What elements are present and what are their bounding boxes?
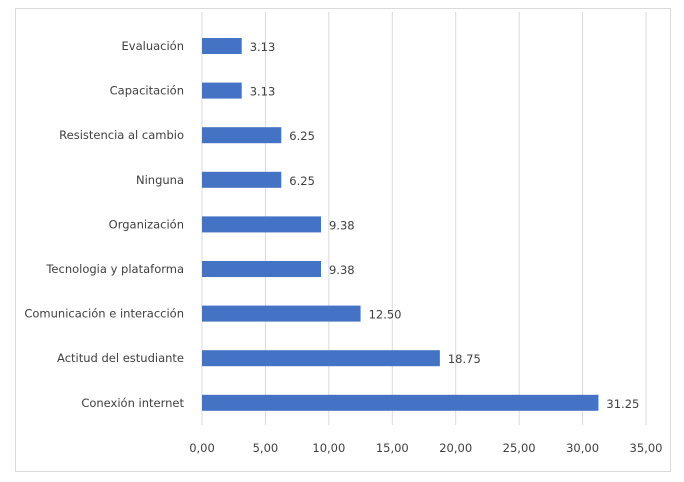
chart-frame [15,8,671,472]
x-tick-label: 10,00 [312,441,345,455]
category-label: Resistencia al cambio [59,128,184,142]
x-tick-label: 15,00 [376,441,409,455]
bar [202,305,361,322]
category-label: Conexión internet [81,396,184,410]
data-label: 9.38 [329,263,355,277]
data-label: 31.25 [606,397,639,411]
x-tick-label: 0,00 [189,441,215,455]
category-label: Capacitación [110,84,184,98]
category-label: Organización [109,217,184,231]
bar [202,350,440,367]
bar [202,216,321,233]
x-tick-label: 20,00 [439,441,472,455]
data-label: 6.25 [289,129,315,143]
category-label: Tecnologia y plataforma [45,262,184,276]
bar [202,38,242,54]
data-label: 3.13 [250,85,276,99]
bar [202,261,321,277]
x-tick-label: 30,00 [566,441,599,455]
x-tick-label: 35,00 [630,441,663,455]
category-label: Comunicación e interacción [24,307,184,321]
data-label: 3.13 [250,40,276,54]
category-label: Actitud del estudiante [57,351,184,365]
data-label: 18.75 [448,352,481,366]
data-label: 9.38 [329,218,355,232]
category-label: Ninguna [136,173,184,187]
bar [202,82,242,99]
data-label: 6.25 [289,174,315,188]
bar [202,127,282,144]
data-label: 12.50 [369,308,402,322]
bar [202,171,282,188]
category-label: Evaluación [122,39,185,53]
bar [202,394,599,411]
x-tick-label: 5,00 [253,441,279,455]
x-tick-label: 25,00 [503,441,536,455]
